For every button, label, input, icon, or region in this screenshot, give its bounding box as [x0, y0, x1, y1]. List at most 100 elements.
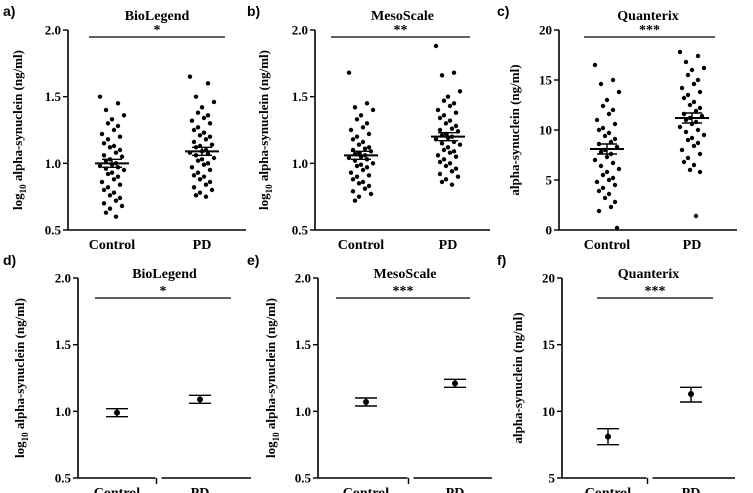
data-point [695, 127, 701, 133]
data-point [697, 105, 703, 111]
data-point [103, 210, 109, 215]
data-point [600, 172, 606, 178]
panel-e: e) MesoScale *** 0.5 1.0 1.5 2.0 log10 alpha-sy… [247, 252, 492, 493]
data-point [612, 121, 618, 127]
data-point [360, 139, 366, 145]
data-point [105, 137, 111, 142]
data-point [437, 159, 443, 165]
data-point [596, 188, 602, 194]
data-point [600, 103, 606, 109]
data-point [370, 107, 376, 113]
data-point [610, 107, 616, 113]
series-control [597, 427, 619, 446]
data-point [99, 179, 105, 185]
data-point [346, 155, 352, 161]
data-point [701, 132, 707, 138]
data-point [103, 107, 109, 113]
y-tick-label: 2.0 [45, 23, 61, 38]
data-point [366, 173, 372, 178]
data-point [352, 198, 358, 203]
data-point [616, 166, 622, 172]
data-point [604, 97, 610, 103]
data-point [366, 145, 372, 150]
data-point [113, 198, 119, 203]
data-point [105, 185, 111, 190]
data-point [602, 195, 608, 201]
data-point [439, 141, 445, 146]
data-point [209, 142, 215, 147]
data-point [685, 137, 691, 143]
data-point [348, 127, 354, 133]
data-point [205, 161, 211, 166]
data-point [612, 199, 618, 205]
significance-stars: * [160, 284, 167, 299]
data-point [362, 146, 368, 151]
data-point [119, 154, 125, 159]
data-point [189, 118, 195, 123]
data-point [441, 98, 447, 103]
panel-title: Quanterix [618, 267, 679, 282]
x-category-label: PD [683, 238, 702, 253]
y-tick-label: 0 [546, 223, 553, 238]
data-point [364, 121, 370, 126]
data-point [366, 183, 372, 189]
data-point [207, 121, 213, 126]
panel-d: d) BioLegend * 0.5 1.0 1.5 2.0 log10 alpha-synu… [3, 252, 251, 493]
mean-point [114, 409, 120, 416]
data-point [107, 193, 113, 198]
data-point [117, 195, 123, 201]
data-point [451, 70, 457, 75]
data-point [203, 194, 209, 199]
data-point [598, 81, 604, 87]
panel-letter: c) [497, 3, 509, 19]
x-category-label: PD [682, 486, 701, 493]
series-control [344, 70, 378, 203]
data-point [687, 102, 693, 108]
data-point [368, 191, 374, 197]
data-point [596, 127, 602, 133]
x-category-label: PD [446, 486, 465, 493]
y-tick-label: 2.0 [295, 271, 311, 286]
y-axis-label: log10 alpha-synuclein (ng/ml) [256, 50, 274, 210]
data-point [439, 73, 445, 78]
data-point [113, 214, 119, 219]
y-axis-label: log10 alpha-synuclein (ng/ml) [12, 298, 30, 458]
data-point [594, 179, 600, 185]
y-tick-label: 1.5 [295, 337, 312, 352]
data-point [205, 81, 211, 86]
data-point [191, 139, 197, 145]
data-point [101, 187, 107, 193]
data-point [193, 193, 199, 198]
data-point [211, 155, 217, 161]
data-point [596, 208, 602, 214]
data-point [358, 162, 364, 167]
data-point [691, 99, 697, 105]
data-point [697, 89, 703, 95]
data-point [115, 101, 121, 106]
y-tick-label: 20 [542, 271, 555, 286]
data-point [201, 174, 207, 179]
y-axis-label-sub: 10 [18, 184, 28, 194]
panel-title: MesoScale [374, 267, 437, 282]
data-point [113, 150, 119, 155]
data-point [370, 161, 376, 166]
data-point [439, 179, 445, 185]
mean-point [197, 396, 203, 403]
data-point [683, 59, 689, 65]
y-axis-label-sub: 10 [264, 184, 274, 194]
data-point [691, 81, 697, 87]
x-category-label: Control [585, 486, 632, 493]
data-point [681, 159, 687, 165]
data-point [608, 139, 614, 145]
data-point [207, 167, 213, 173]
data-point [203, 137, 209, 142]
panel-title: BioLegend [132, 267, 197, 282]
data-point [121, 167, 127, 173]
y-tick-label: 15 [542, 337, 556, 352]
data-point [451, 149, 457, 154]
data-point [189, 165, 195, 170]
data-point [681, 95, 687, 101]
data-point [453, 110, 459, 115]
data-point [197, 177, 203, 182]
x-category-label: Control [343, 486, 390, 493]
